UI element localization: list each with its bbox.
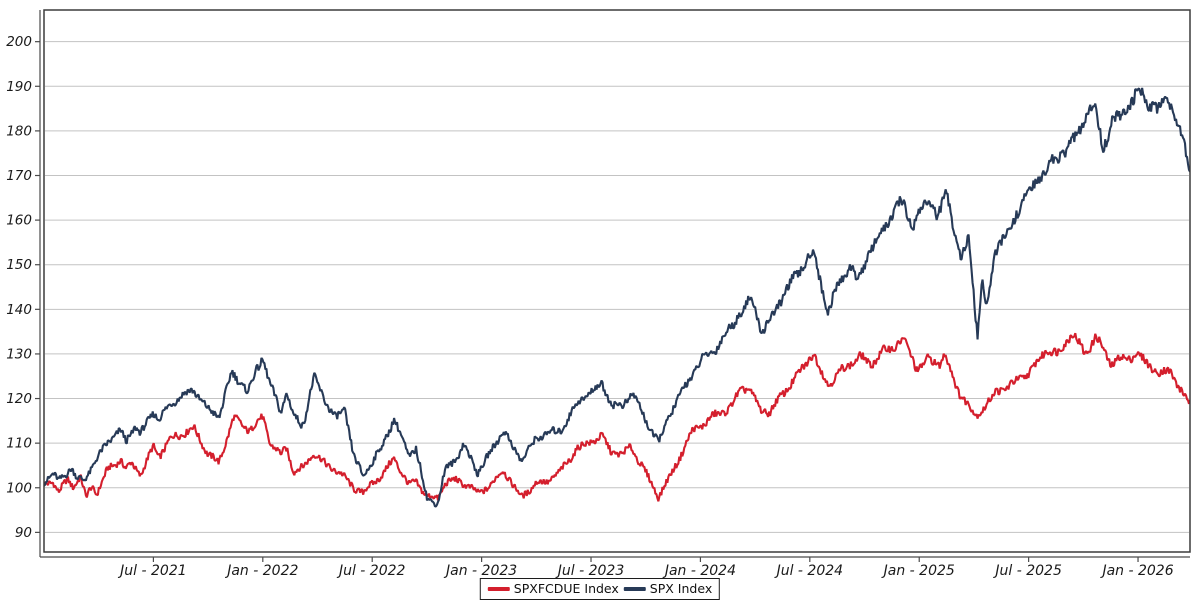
x-tick-label: Jul - 2023 [555, 563, 624, 579]
x-tick-label: Jul - 2022 [336, 563, 406, 579]
x-tick-label: Jan - 2024 [662, 563, 736, 579]
x-tick-label: Jan - 2023 [443, 563, 517, 579]
y-tick-label: 110 [6, 436, 32, 452]
y-tick-label: 190 [6, 79, 32, 95]
y-tick-label: 160 [6, 213, 32, 229]
series-line-spxfcdue-index [44, 332, 1190, 502]
y-tick-label: 130 [6, 346, 32, 362]
x-tick-label: Jan - 2025 [881, 563, 955, 579]
y-tick-label: 100 [6, 480, 32, 496]
y-tick-label: 120 [6, 391, 32, 407]
spx-line-swatch [623, 586, 646, 591]
x-tick-label: Jul - 2024 [774, 563, 843, 579]
legend-label-spxfcdue: SPXFCDUE Index [513, 581, 619, 596]
legend-item-spx[interactable]: SPX Index [623, 581, 713, 596]
series-line-spx-index [44, 87, 1190, 508]
chart-legend: SPXFCDUE Index SPX Index [479, 578, 721, 600]
y-tick-label: 90 [15, 525, 32, 541]
y-tick-label: 180 [6, 123, 32, 139]
plot-border [43, 9, 1191, 553]
x-tick-label: Jul - 2025 [992, 563, 1062, 579]
y-tick-label: 200 [6, 34, 32, 50]
x-tick-label: Jul - 2021 [117, 563, 186, 579]
spxfcdue-line-swatch [487, 586, 510, 591]
legend-item-spxfcdue[interactable]: SPXFCDUE Index [487, 581, 619, 596]
legend-label-spx: SPX Index [649, 581, 713, 596]
x-tick-label: Jan - 2026 [1099, 563, 1173, 579]
y-tick-label: 150 [6, 257, 32, 273]
y-tick-label: 140 [6, 302, 32, 318]
x-tick-label: Jan - 2022 [224, 563, 298, 579]
y-tick-label: 170 [6, 168, 32, 184]
